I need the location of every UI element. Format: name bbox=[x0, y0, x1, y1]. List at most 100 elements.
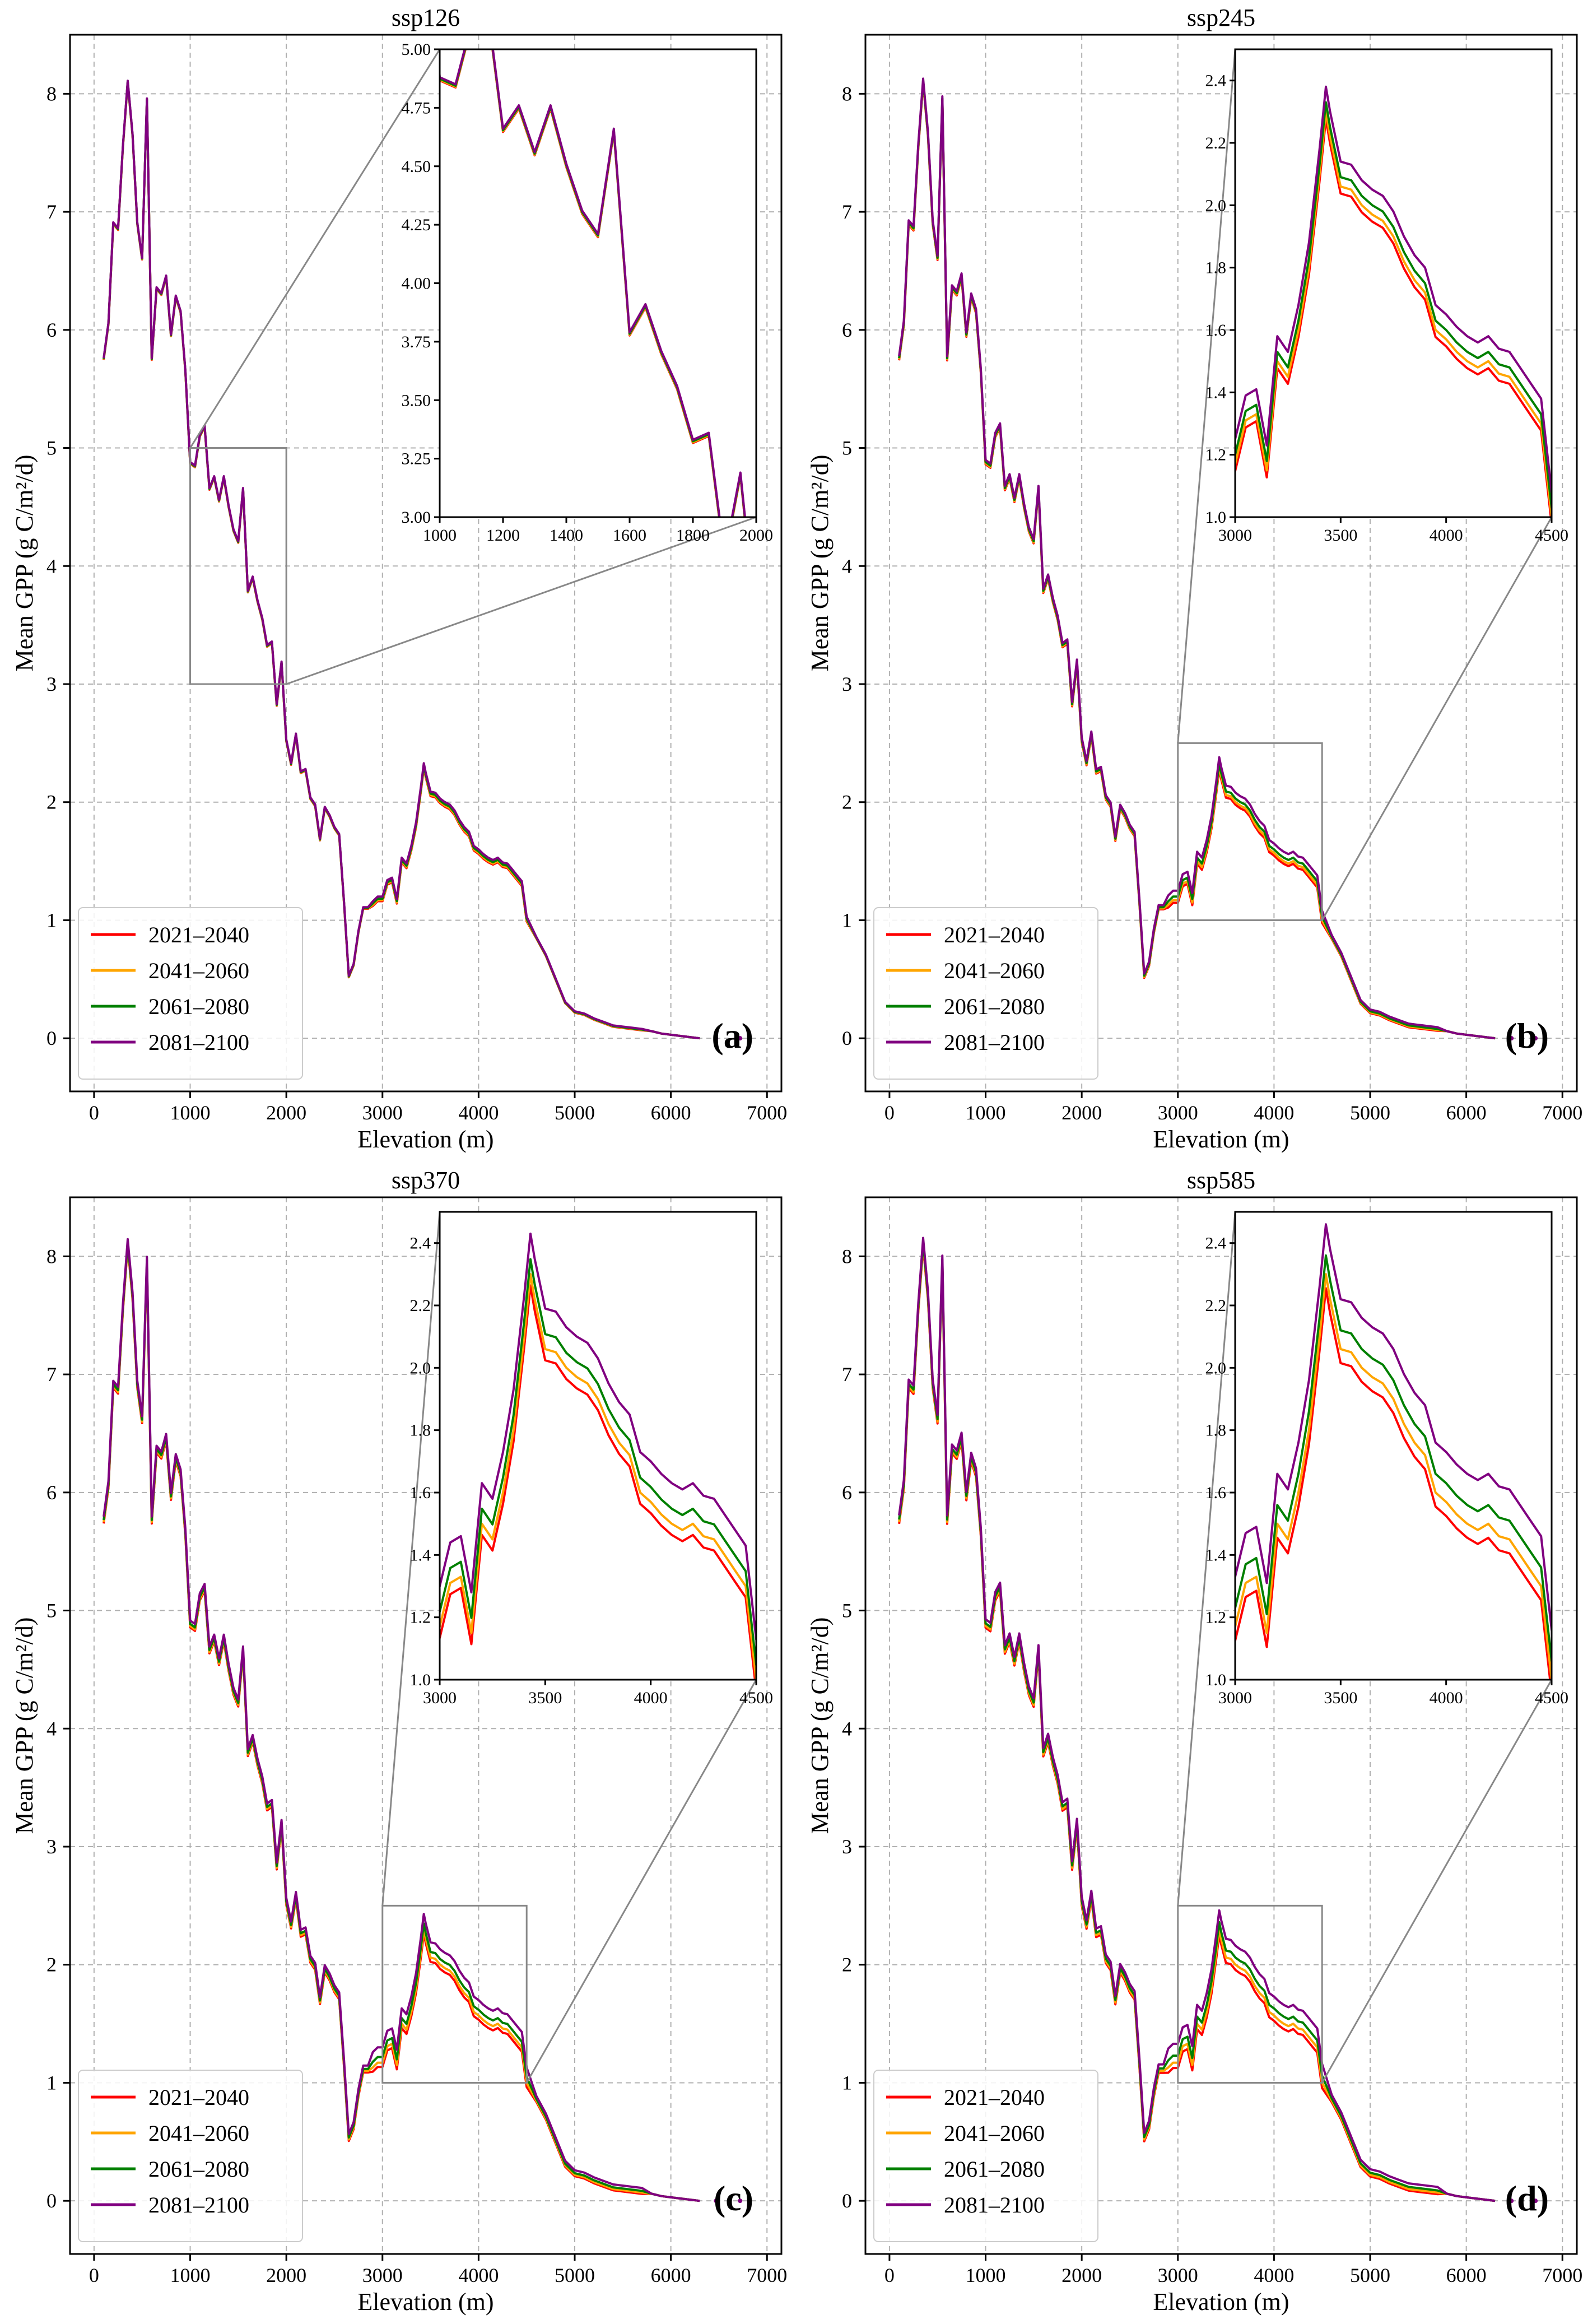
x-tick-label: 6000 bbox=[1446, 1101, 1487, 1124]
inset-frame bbox=[1234, 1211, 1553, 1681]
y-axis-label: Mean GPP (g C/m²/d) bbox=[11, 455, 38, 672]
inset-x-tick-label: 1000 bbox=[423, 526, 457, 545]
inset-y-tick-label: 2.4 bbox=[410, 1234, 431, 1253]
zoom-region-box bbox=[381, 1904, 528, 2084]
inset-background bbox=[1235, 1212, 1552, 1680]
inset-x-tick-label: 3000 bbox=[1218, 526, 1252, 545]
zoom-connector bbox=[189, 49, 441, 449]
x-tick-label: 3000 bbox=[362, 1101, 403, 1124]
inset-y-tick-label: 2.2 bbox=[1205, 134, 1227, 152]
inset-y-tick-label: 1.0 bbox=[1205, 1671, 1227, 1689]
inset-y-tick-label: 4.00 bbox=[402, 275, 431, 293]
x-tick-label: 4000 bbox=[1254, 2264, 1294, 2286]
inset-y-tick-label: 1.0 bbox=[1205, 508, 1227, 527]
inset-y-tick-label: 1.8 bbox=[1205, 259, 1227, 277]
legend: 2021–2040 2041–2060 2061–2080 2081–2100 bbox=[78, 2070, 303, 2242]
x-axis-label: Elevation (m) bbox=[1153, 1126, 1289, 1153]
x-tick-label: 4000 bbox=[458, 2264, 499, 2286]
y-tick-label: 1 bbox=[46, 909, 57, 931]
x-tick-label: 4000 bbox=[458, 1101, 499, 1124]
inset-y-tick-label: 3.50 bbox=[402, 391, 431, 410]
inset-y-tick-label: 1.6 bbox=[1205, 1484, 1227, 1502]
inset-y-tick-label: 1.6 bbox=[410, 1484, 431, 1502]
chart-panel-c: 0 1000 2000 3000 4000 5000 6000 7000 0 1 2 3 4 5 6 7 8 El… bbox=[11, 1166, 787, 2316]
y-tick-label: 5 bbox=[46, 437, 57, 459]
x-axis-label: Elevation (m) bbox=[357, 2288, 493, 2316]
tail-point bbox=[1509, 1036, 1514, 1041]
x-tick-label: 5000 bbox=[555, 1101, 595, 1124]
y-axis-label: Mean GPP (g C/m²/d) bbox=[11, 1617, 38, 1834]
legend-label: 2081–2100 bbox=[944, 2192, 1045, 2218]
y-tick-label: 4 bbox=[46, 555, 57, 577]
legend-label: 2041–2060 bbox=[944, 2121, 1045, 2146]
series-line-4 bbox=[898, 77, 1496, 1040]
inset-y-tick-label: 4.25 bbox=[402, 216, 431, 234]
tail-point bbox=[714, 1036, 719, 1041]
inset-y-tick-label: 4.50 bbox=[402, 157, 431, 176]
chart-title: ssp585 bbox=[1187, 1166, 1255, 1194]
y-tick-label: 6 bbox=[842, 1481, 852, 1504]
chart-panel-a: 0 1000 2000 3000 4000 5000 6000 7000 0 1 2 3 4 5 6 7 8 El… bbox=[11, 4, 787, 1153]
series-line-4 bbox=[103, 80, 700, 1040]
x-tick-label: 1000 bbox=[966, 1101, 1006, 1124]
x-tick-label: 6000 bbox=[651, 1101, 691, 1124]
y-tick-label: 2 bbox=[842, 1954, 852, 1976]
inset-y-tick-label: 1.4 bbox=[1205, 1546, 1227, 1564]
legend-box bbox=[873, 2070, 1098, 2242]
legend-label: 2081–2100 bbox=[148, 1030, 249, 1055]
legend: 2021–2040 2041–2060 2061–2080 2081–2100 bbox=[873, 2070, 1098, 2242]
zoom-region-box bbox=[189, 447, 287, 685]
y-tick-label: 3 bbox=[46, 1835, 57, 1858]
zoom-region-box bbox=[1177, 1904, 1323, 2084]
inset-y-tick-label: 4.75 bbox=[402, 99, 431, 117]
y-tick-label: 0 bbox=[46, 2190, 57, 2212]
tail-point bbox=[738, 2198, 743, 2204]
inset-x-tick-label: 3000 bbox=[1218, 1689, 1252, 1707]
y-tick-label: 4 bbox=[842, 1717, 852, 1740]
x-tick-label: 2000 bbox=[266, 1101, 306, 1124]
zoom-region-box bbox=[1177, 742, 1323, 921]
inset-y-tick-label: 5.00 bbox=[402, 40, 431, 59]
y-tick-label: 8 bbox=[46, 1245, 57, 1267]
legend-label: 2061–2080 bbox=[148, 2156, 249, 2182]
y-tick-label: 1 bbox=[842, 909, 852, 931]
legend: 2021–2040 2041–2060 2061–2080 2081–2100 bbox=[78, 907, 303, 1080]
inset-y-tick-label: 1.4 bbox=[1205, 383, 1227, 402]
y-tick-label: 8 bbox=[842, 1245, 852, 1267]
y-tick-label: 0 bbox=[842, 1027, 852, 1049]
chart-panel-b: 0 1000 2000 3000 4000 5000 6000 7000 0 1 2 3 4 5 6 7 8 El… bbox=[806, 4, 1582, 1153]
x-tick-label: 2000 bbox=[1061, 2264, 1102, 2286]
inset-y-tick-label: 1.8 bbox=[410, 1421, 431, 1440]
legend-label: 2061–2080 bbox=[148, 994, 249, 1019]
inset-background bbox=[440, 1212, 756, 1680]
x-tick-label: 6000 bbox=[651, 2264, 691, 2286]
x-axis-label: Elevation (m) bbox=[1153, 2288, 1289, 2316]
inset-frame bbox=[1234, 48, 1553, 518]
tail-point bbox=[1509, 2198, 1514, 2204]
inset-y-tick-label: 1.4 bbox=[410, 1546, 431, 1564]
x-tick-label: 0 bbox=[89, 1101, 99, 1124]
tail-point bbox=[714, 2198, 719, 2204]
legend-label: 2081–2100 bbox=[944, 1030, 1045, 1055]
x-tick-label: 5000 bbox=[1350, 1101, 1390, 1124]
inset-background bbox=[440, 49, 756, 517]
inset-y-tick-label: 2.2 bbox=[410, 1296, 431, 1315]
legend-label: 2021–2040 bbox=[944, 922, 1045, 947]
inset-x-tick-label: 3000 bbox=[423, 1689, 457, 1707]
x-tick-label: 3000 bbox=[362, 2264, 403, 2286]
inset-y-tick-label: 2.0 bbox=[1205, 196, 1227, 215]
y-tick-label: 8 bbox=[46, 82, 57, 105]
panel-label: (c) bbox=[714, 2178, 753, 2218]
zoom-connector bbox=[1321, 517, 1553, 921]
zoom-connector bbox=[1177, 49, 1236, 743]
x-axis-label: Elevation (m) bbox=[357, 1126, 493, 1153]
inset-y-tick-label: 3.25 bbox=[402, 450, 431, 468]
y-tick-label: 3 bbox=[842, 673, 852, 695]
x-tick-label: 6000 bbox=[1446, 2264, 1487, 2286]
y-tick-label: 2 bbox=[842, 791, 852, 814]
y-tick-label: 7 bbox=[842, 201, 852, 223]
inset-x-tick-label: 3500 bbox=[1324, 526, 1357, 545]
inset-x-tick-label: 4000 bbox=[1430, 1689, 1463, 1707]
y-tick-label: 6 bbox=[46, 1481, 57, 1504]
legend-label: 2061–2080 bbox=[944, 994, 1045, 1019]
